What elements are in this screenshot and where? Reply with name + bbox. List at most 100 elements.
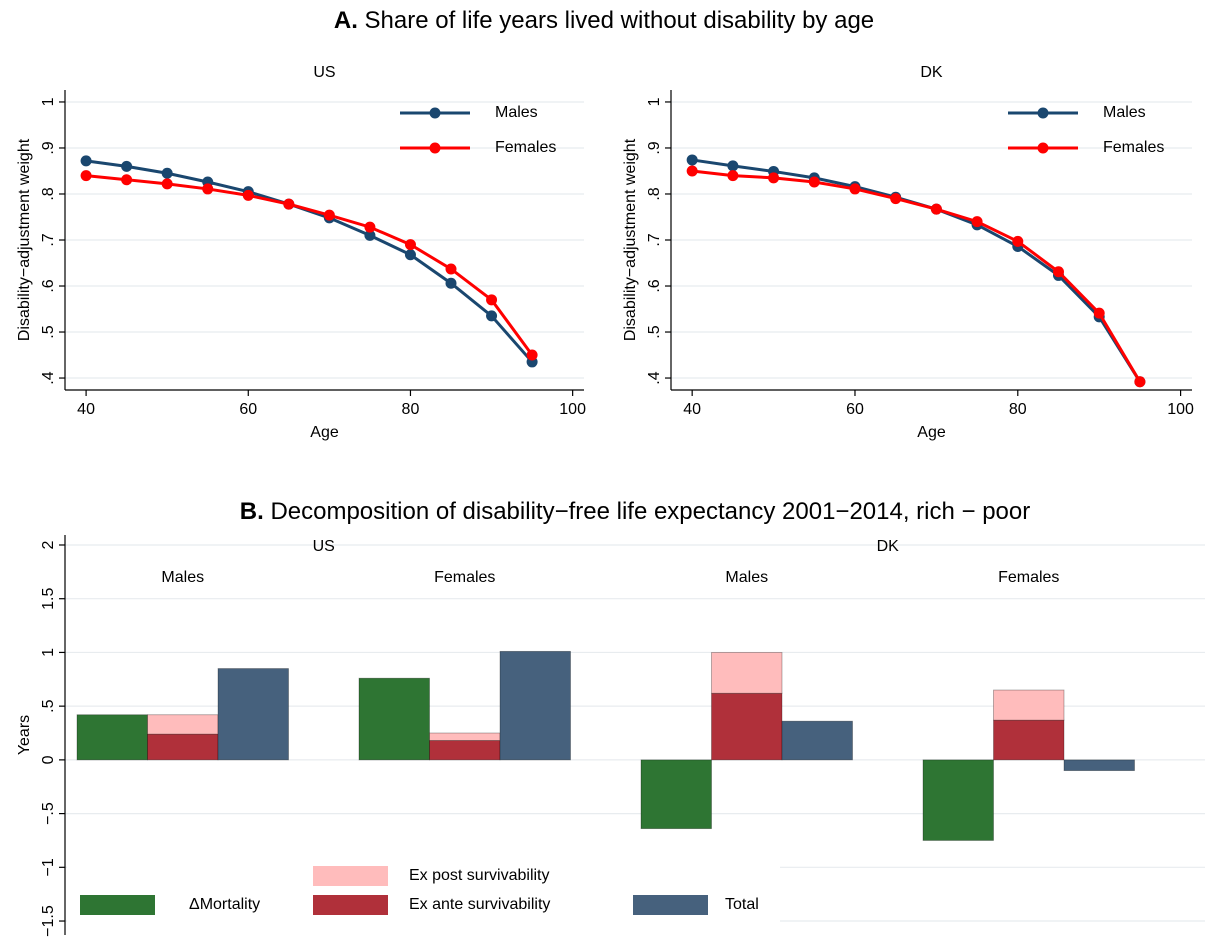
y-axis-title: Years — [16, 715, 33, 755]
legend-swatch — [313, 866, 388, 886]
y-tick-label: 1.5 — [40, 587, 57, 609]
legend-label: Males — [1103, 104, 1146, 121]
data-point — [80, 170, 92, 182]
data-point — [486, 310, 498, 322]
data-point — [283, 198, 295, 210]
bar — [429, 740, 501, 761]
legend-label: Ex ante survivability — [409, 896, 550, 913]
bar — [358, 677, 430, 761]
panel-label: A. — [334, 7, 358, 34]
data-point — [161, 167, 173, 179]
y-tick-label: 2 — [40, 540, 57, 549]
panel-b-heading: B. Decomposition of disability−free life… — [240, 498, 1030, 525]
data-point — [727, 170, 739, 182]
data-point — [404, 249, 416, 261]
x-axis-title: Age — [310, 424, 339, 441]
bar — [429, 732, 501, 741]
y-tick-label: .6 — [40, 279, 57, 292]
bar — [781, 720, 853, 761]
data-point — [404, 239, 416, 251]
category-label: Males — [161, 569, 204, 586]
panel-title: Share of life years lived without disabi… — [365, 7, 875, 34]
data-point — [161, 178, 173, 190]
y-tick-label: .9 — [646, 141, 663, 154]
legend-swatch — [633, 895, 708, 915]
y-tick-label: −.5 — [40, 802, 57, 825]
legend-marker — [429, 142, 441, 154]
y-tick-label: 1 — [40, 97, 57, 106]
legend-label: ΔMortality — [189, 896, 260, 913]
series-line — [691, 169, 1142, 383]
y-tick-label: .8 — [646, 187, 663, 200]
data-point — [1134, 376, 1146, 388]
x-tick-label: 100 — [1167, 401, 1194, 418]
series-line — [85, 174, 534, 356]
legend-marker — [1037, 107, 1049, 119]
y-tick-label: .6 — [646, 279, 663, 292]
data-point — [364, 221, 376, 233]
data-point — [808, 176, 820, 188]
data-point — [445, 263, 457, 275]
bar — [217, 668, 289, 761]
chart-title: DK — [920, 64, 943, 81]
y-tick-label: .7 — [646, 233, 663, 246]
category-label: Females — [434, 569, 495, 586]
y-tick-label: 1 — [40, 648, 57, 657]
legend-marker — [1037, 142, 1049, 154]
y-tick-label: .4 — [646, 371, 663, 384]
legend-label: Females — [495, 139, 556, 156]
bar — [76, 714, 148, 761]
data-point — [1093, 307, 1105, 319]
data-point — [1052, 266, 1064, 278]
panel-label: B. — [240, 498, 264, 525]
legend-label: Ex post survivability — [409, 867, 550, 884]
bar — [499, 650, 571, 761]
bar — [993, 719, 1065, 761]
bar — [640, 759, 712, 830]
bar — [711, 652, 783, 694]
bar — [711, 692, 783, 761]
legend-label: Females — [1103, 139, 1164, 156]
legend-marker — [429, 107, 441, 119]
legend-label: Males — [495, 104, 538, 121]
legend-label: Total — [725, 896, 759, 913]
y-tick-label: 1 — [646, 97, 663, 106]
data-point — [80, 155, 92, 167]
data-point — [849, 183, 861, 195]
x-tick-label: 40 — [683, 401, 701, 418]
y-tick-label: −1 — [40, 858, 57, 876]
y-axis-title: Disability−adjustment weight — [622, 138, 639, 341]
data-point — [686, 165, 698, 177]
x-tick-label: 40 — [77, 401, 95, 418]
bar — [147, 714, 219, 735]
legend-box — [67, 845, 780, 935]
data-point — [121, 174, 133, 186]
panel-a-heading: A. Share of life years lived without dis… — [334, 7, 874, 34]
x-tick-label: 60 — [846, 401, 864, 418]
data-point — [445, 277, 457, 289]
y-tick-label: .5 — [646, 325, 663, 338]
data-point — [323, 209, 335, 221]
y-axis-title: Disability−adjustment weight — [16, 138, 33, 341]
y-tick-label: .5 — [40, 699, 57, 712]
x-tick-label: 100 — [559, 401, 586, 418]
data-point — [686, 154, 698, 166]
data-point — [526, 349, 538, 361]
x-axis-title: Age — [917, 424, 946, 441]
y-tick-label: 0 — [40, 755, 57, 764]
x-tick-label: 80 — [402, 401, 420, 418]
data-point — [202, 183, 214, 195]
x-tick-label: 60 — [239, 401, 257, 418]
data-point — [971, 216, 983, 228]
panel-title: Decomposition of disability−free life ex… — [270, 498, 1030, 525]
data-point — [121, 160, 133, 172]
data-point — [890, 193, 902, 205]
x-tick-label: 80 — [1009, 401, 1027, 418]
data-point — [364, 229, 376, 241]
data-point — [768, 172, 780, 184]
data-point — [727, 160, 739, 172]
data-point — [242, 189, 254, 201]
chart-title: US — [313, 64, 335, 81]
